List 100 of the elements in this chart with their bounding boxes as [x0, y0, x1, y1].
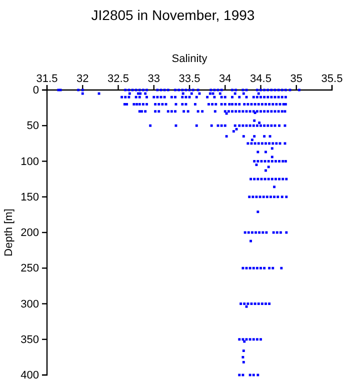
- point: [144, 110, 147, 113]
- point: [206, 96, 209, 98]
- point: [260, 142, 264, 145]
- point: [166, 110, 170, 113]
- point: [120, 96, 124, 98]
- point: [256, 124, 258, 127]
- point: [260, 178, 263, 180]
- point: [184, 96, 188, 98]
- point: [248, 266, 252, 270]
- point: [138, 96, 141, 98]
- y-tick-label: 50: [26, 120, 39, 132]
- point: [258, 196, 262, 198]
- x-tick-label: 34.5: [250, 73, 272, 85]
- x-tick-label: 35.5: [321, 73, 343, 85]
- point: [280, 110, 284, 113]
- point: [282, 178, 284, 180]
- chart-title: JI2805 in November, 1993: [91, 7, 255, 23]
- point: [277, 110, 280, 113]
- y-tick-label: 400: [20, 370, 39, 382]
- point: [263, 96, 266, 98]
- x-tick-label: 35: [290, 73, 302, 85]
- point: [242, 110, 244, 113]
- point: [195, 96, 198, 98]
- y-tick-label: 350: [20, 334, 39, 346]
- point: [128, 96, 130, 98]
- point: [154, 110, 157, 113]
- point: [220, 96, 223, 98]
- point: [253, 135, 256, 138]
- point: [81, 92, 84, 95]
- point: [163, 96, 166, 98]
- x-tick-label: 32.5: [108, 73, 129, 85]
- point: [280, 266, 283, 270]
- point: [263, 110, 266, 113]
- point: [182, 110, 186, 113]
- point: [224, 124, 226, 127]
- point: [267, 178, 270, 180]
- y-axis-title: Depth [m]: [3, 208, 15, 256]
- point: [280, 96, 284, 98]
- point: [158, 110, 160, 113]
- point: [238, 96, 241, 98]
- point: [267, 166, 270, 168]
- point: [270, 96, 273, 98]
- point: [274, 178, 277, 180]
- point: [273, 196, 276, 198]
- point: [210, 124, 213, 127]
- point: [186, 110, 190, 113]
- point: [268, 142, 271, 145]
- point: [196, 110, 200, 113]
- point: [268, 266, 271, 270]
- x-tick-label: 33: [148, 73, 160, 85]
- point: [248, 338, 252, 341]
- point: [256, 210, 260, 214]
- point: [144, 92, 147, 95]
- point: [174, 124, 178, 127]
- point: [181, 96, 184, 98]
- x-tick-label: 32: [76, 73, 89, 85]
- point: [256, 110, 258, 113]
- y-tick-label: 150: [20, 191, 39, 204]
- point: [208, 92, 212, 95]
- point: [182, 92, 184, 95]
- point: [242, 135, 245, 138]
- point: [285, 178, 288, 180]
- point: [257, 142, 260, 145]
- point: [263, 266, 266, 270]
- y-tick-label: 300: [20, 298, 39, 310]
- point: [284, 96, 287, 98]
- point: [252, 266, 255, 270]
- point: [280, 196, 284, 198]
- point: [218, 92, 222, 95]
- point: [246, 142, 250, 145]
- x-axis-title: Salinity: [172, 53, 208, 65]
- point: [254, 142, 256, 145]
- point: [252, 196, 254, 198]
- point: [272, 266, 274, 270]
- point: [214, 110, 216, 113]
- point: [190, 92, 193, 95]
- point: [256, 178, 260, 180]
- y-tick-label: 0: [32, 84, 39, 97]
- point: [195, 124, 198, 127]
- point: [270, 124, 273, 127]
- point: [224, 96, 226, 98]
- point: [262, 196, 265, 198]
- point: [285, 196, 288, 198]
- point: [170, 96, 173, 98]
- point: [266, 96, 270, 98]
- point: [266, 196, 268, 198]
- point: [134, 96, 138, 98]
- point: [277, 96, 280, 98]
- point: [238, 124, 241, 127]
- point: [234, 124, 236, 127]
- point: [213, 96, 216, 98]
- point: [234, 92, 236, 95]
- point: [139, 92, 142, 95]
- point: [250, 138, 254, 142]
- point: [252, 96, 255, 98]
- point: [238, 110, 241, 113]
- point: [248, 124, 252, 127]
- point: [128, 92, 131, 95]
- point: [272, 142, 274, 145]
- point: [201, 110, 204, 113]
